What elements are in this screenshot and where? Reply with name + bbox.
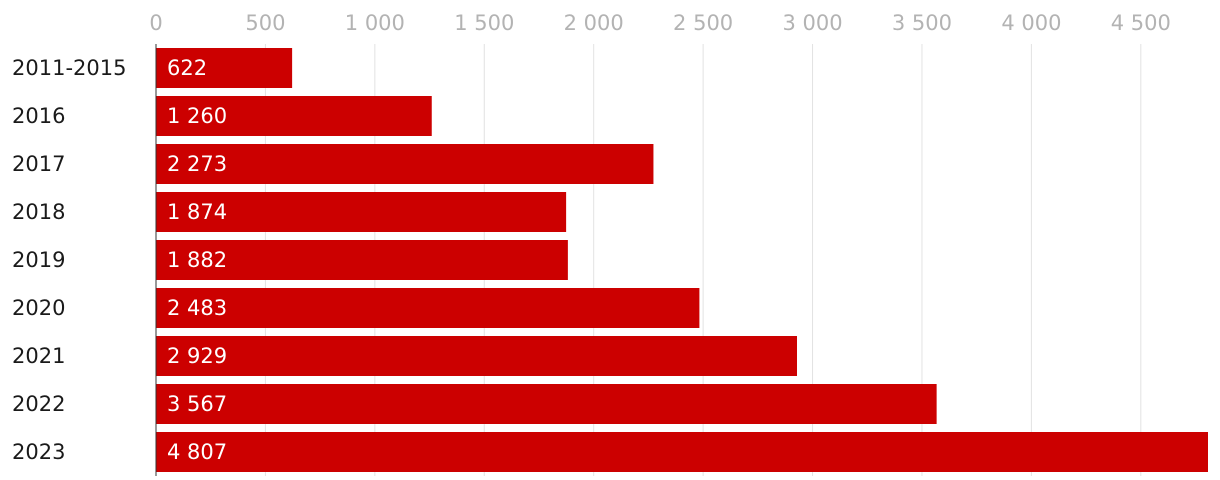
category-label: 2021: [12, 344, 65, 368]
value-label: 2 273: [167, 152, 227, 176]
x-tick-label: 1 000: [345, 11, 405, 35]
value-label: 2 483: [167, 296, 227, 320]
x-tick-label: 3 500: [892, 11, 952, 35]
value-label: 622: [167, 56, 207, 80]
value-label: 1 260: [167, 104, 227, 128]
category-label: 2023: [12, 440, 65, 464]
bar-2011-2015: [156, 48, 293, 88]
category-label: 2011-2015: [12, 56, 126, 80]
bar-2022: [156, 384, 937, 424]
category-label: 2020: [12, 296, 65, 320]
category-label: 2022: [12, 392, 65, 416]
category-labels: 2011-2015 2016 2017 2018 2019 2020 2021 2022 202…: [12, 56, 126, 464]
x-tick-label: 2 500: [673, 11, 733, 35]
value-label: 3 567: [167, 392, 227, 416]
value-label: 1 874: [167, 200, 227, 224]
x-axis-ticks: 0 500 1 000 1 500 2 000 2 500 3 000 3 500 4 000 4…: [149, 11, 1171, 35]
x-tick-label: 500: [245, 11, 285, 35]
category-label: 2016: [12, 104, 65, 128]
x-tick-label: 1 500: [454, 11, 514, 35]
bar-2019: [156, 240, 568, 280]
value-labels: 622 1 260 2 273 1 874 1 882 2 483 2 929 3 567 4 …: [167, 56, 227, 464]
bar-2018: [156, 192, 567, 232]
bar-2021: [156, 336, 798, 376]
category-label: 2019: [12, 248, 65, 272]
category-label: 2017: [12, 152, 65, 176]
x-tick-label: 4 000: [1001, 11, 1061, 35]
bar-2017: [156, 144, 654, 184]
bars: [156, 48, 1208, 472]
x-tick-label: 2 000: [564, 11, 624, 35]
value-label: 2 929: [167, 344, 227, 368]
x-tick-label: 4 500: [1111, 11, 1171, 35]
x-tick-label: 0: [149, 11, 162, 35]
bar-2023: [156, 432, 1208, 472]
category-label: 2018: [12, 200, 65, 224]
bar-2020: [156, 288, 700, 328]
x-tick-label: 3 000: [782, 11, 842, 35]
value-label: 4 807: [167, 440, 227, 464]
bar-2016: [156, 96, 432, 136]
value-label: 1 882: [167, 248, 227, 272]
